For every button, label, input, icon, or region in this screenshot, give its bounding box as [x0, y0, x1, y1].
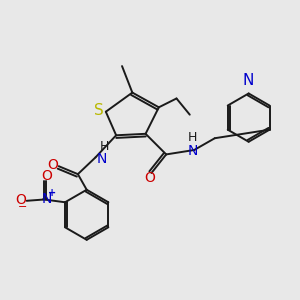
Text: N: N [41, 192, 52, 206]
Text: N: N [97, 152, 107, 166]
Text: O: O [47, 158, 58, 172]
Text: N: N [243, 73, 254, 88]
Text: S: S [94, 103, 104, 118]
Text: O: O [41, 169, 52, 183]
Text: +: + [48, 188, 56, 198]
Text: H: H [100, 140, 109, 153]
Text: N: N [188, 145, 198, 158]
Text: −: − [18, 202, 27, 212]
Text: O: O [15, 193, 26, 207]
Text: O: O [145, 171, 155, 185]
Text: H: H [188, 130, 197, 143]
